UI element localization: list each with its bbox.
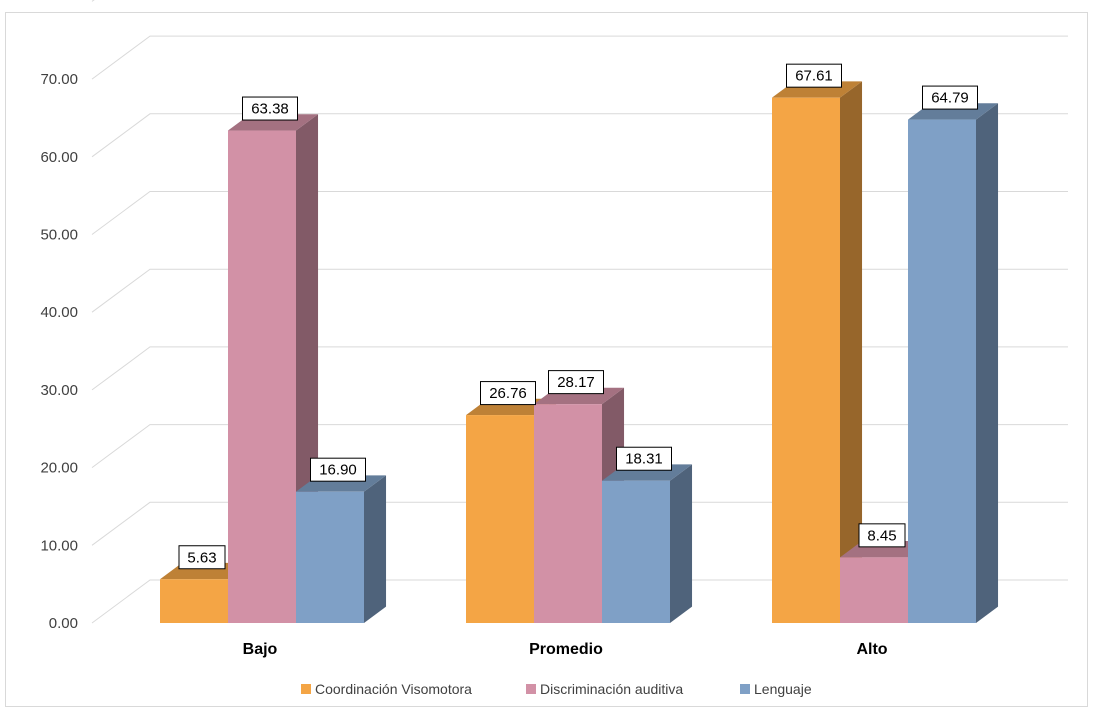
gridline	[91, 501, 1068, 546]
data-label: 18.31	[616, 446, 672, 471]
data-label-text: 18.31	[625, 451, 663, 468]
gridline	[91, 113, 1068, 158]
data-label-box	[242, 96, 298, 121]
gridlines	[91, 0, 1068, 624]
data-label: 16.90	[310, 457, 366, 482]
gridline	[91, 268, 1068, 313]
bar-front	[772, 97, 840, 624]
bar-side	[840, 81, 863, 623]
data-label-box	[922, 85, 978, 110]
data-label-box	[480, 381, 536, 406]
bar-front	[840, 557, 908, 623]
y-tick-label: 30.00	[40, 382, 78, 399]
data-label: 64.79	[922, 85, 978, 110]
bar-side	[670, 464, 693, 623]
data-label-text: 16.90	[319, 462, 357, 479]
legend-swatch	[740, 684, 750, 694]
data-label-text: 26.76	[489, 385, 527, 402]
data-label-text: 64.79	[931, 90, 969, 107]
data-label: 5.63	[178, 545, 226, 570]
data-label-text: 8.45	[867, 527, 896, 544]
data-label: 67.61	[786, 63, 842, 88]
gridline	[91, 191, 1068, 235]
data-label: 28.17	[548, 370, 604, 395]
bar-side	[976, 103, 999, 623]
y-tick-label: 10.00	[40, 537, 78, 554]
bar-side	[364, 475, 387, 623]
legend: Coordinación Visomotora Discriminación au…	[301, 681, 812, 697]
data-label-box	[178, 545, 226, 570]
data-label-box	[616, 446, 672, 471]
bar-front	[228, 130, 296, 623]
data-label-box	[858, 523, 906, 548]
legend-label: Discriminación auditiva	[540, 681, 683, 697]
gridline	[91, 35, 1068, 80]
legend-item: Coordinación Visomotora	[301, 681, 472, 697]
y-tick-label: 40.00	[40, 304, 78, 321]
category-label: Bajo	[243, 641, 278, 658]
bar-front	[296, 491, 364, 623]
bar-front	[602, 480, 670, 623]
x-axis: Bajo Promedio Alto	[243, 641, 888, 658]
gridline	[91, 0, 95, 2]
bar	[908, 103, 999, 624]
y-tick-label: 60.00	[40, 149, 78, 166]
data-label-text: 63.38	[251, 101, 289, 118]
bar	[296, 475, 387, 623]
bar-front	[466, 415, 534, 623]
legend-swatch	[526, 684, 536, 694]
data-label-text: 5.63	[187, 549, 216, 566]
bar	[772, 81, 863, 624]
legend-item: Lenguaje	[740, 681, 812, 697]
data-label-text: 67.61	[795, 68, 833, 85]
bar-front	[534, 404, 602, 623]
data-label-box	[548, 370, 604, 395]
gridline	[91, 346, 1068, 391]
gridline	[91, 424, 1068, 469]
legend-item: Discriminación auditiva	[526, 681, 683, 697]
y-axis: 0.00 10.00 20.00 30.00 40.00 50.00 60.00 70.00	[40, 71, 78, 632]
y-tick-label: 70.00	[40, 71, 78, 88]
data-label: 26.76	[480, 381, 536, 406]
bar-front	[908, 119, 976, 624]
bar	[602, 464, 693, 623]
y-tick-label: 0.00	[49, 615, 78, 632]
legend-swatch	[301, 684, 311, 694]
data-label: 8.45	[858, 523, 906, 548]
bars	[160, 81, 999, 624]
data-labels: 5.63 63.38 16.90 26.76 28.17 18.31 67.61 8.45 64…	[178, 63, 978, 570]
y-tick-label: 20.00	[40, 460, 78, 477]
data-label-box	[786, 63, 842, 88]
legend-label: Coordinación Visomotora	[315, 681, 472, 697]
y-tick-label: 50.00	[40, 227, 78, 244]
gridline	[91, 579, 1068, 624]
data-label-text: 28.17	[557, 374, 595, 391]
data-label-box	[310, 457, 366, 482]
data-label: 63.38	[242, 96, 298, 121]
category-label: Alto	[856, 641, 887, 658]
bar-front	[160, 579, 228, 623]
legend-label: Lenguaje	[754, 681, 812, 697]
category-label: Promedio	[529, 641, 603, 658]
